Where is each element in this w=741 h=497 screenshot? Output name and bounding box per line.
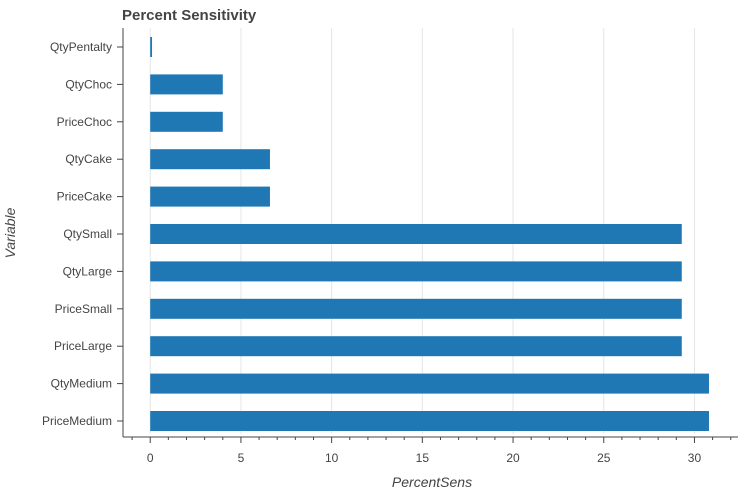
x-tick-label-15: 15 (416, 451, 430, 465)
x-tick-label-10: 10 (325, 451, 339, 465)
bar-pricesmall (150, 298, 682, 319)
y-tick-label-qtychoc: QtyChoc (65, 77, 112, 91)
x-tick-label-0: 0 (147, 451, 154, 465)
y-tick-label-qtypentalty: QtyPentalty (50, 40, 112, 54)
y-axis-title: Variable (2, 207, 18, 258)
bar-pricemedium (150, 411, 709, 431)
y-tick-label-qtylarge: QtyLarge (63, 264, 113, 278)
y-tick-label-pricelarge: PriceLarge (54, 339, 112, 353)
y-tick-label-pricesmall: PriceSmall (55, 302, 112, 316)
y-axis: QtyPentalty QtyChoc PriceChoc QtyCake PriceC… (42, 28, 124, 437)
y-tick-label-qtymedium: QtyMedium (51, 377, 112, 391)
y-tick-label-qtycake: QtyCake (65, 152, 112, 166)
y-tick-label-qtysmall: QtySmall (63, 227, 112, 241)
y-tick-label-pricemedium: PriceMedium (42, 414, 112, 428)
y-tick-label-pricecake: PriceCake (57, 190, 113, 204)
chart-title: Percent Sensitivity (122, 7, 257, 24)
bars (150, 37, 709, 431)
bar-pricelarge (150, 336, 682, 357)
bar-qtysmall (150, 224, 682, 244)
y-tick-label-pricechoc: PriceChoc (57, 115, 112, 129)
x-tick-label-20: 20 (506, 451, 520, 465)
bar-pricecake (150, 186, 270, 207)
x-tick-label-30: 30 (688, 451, 702, 465)
bar-pricechoc (150, 111, 223, 132)
x-tick-label-5: 5 (238, 451, 245, 465)
bar-qtycake (150, 149, 270, 170)
x-tick-label-25: 25 (597, 451, 611, 465)
x-axis: 0 5 10 15 20 25 30 (123, 436, 738, 465)
x-axis-title: PercentSens (392, 474, 472, 490)
bar-qtychoc (150, 74, 223, 95)
bar-qtylarge (150, 261, 682, 282)
bar-qtypentalty (150, 37, 153, 57)
bar-qtymedium (150, 373, 709, 394)
